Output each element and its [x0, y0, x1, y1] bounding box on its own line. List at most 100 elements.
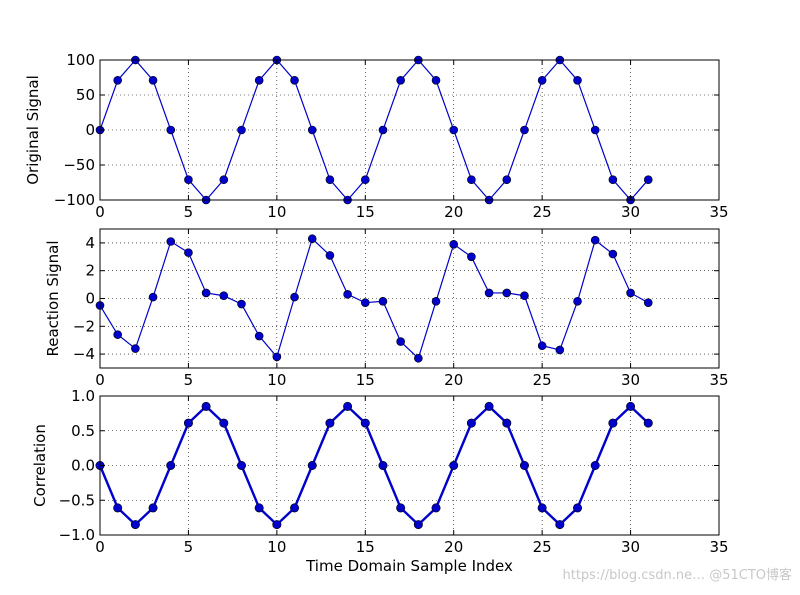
data-point	[378, 125, 388, 135]
data-point	[449, 460, 459, 470]
x-tick-label: 0	[95, 203, 105, 221]
data-point	[467, 252, 476, 262]
data-point	[590, 235, 600, 245]
data-point	[290, 503, 300, 513]
y-tick-label: 1.0	[71, 387, 95, 405]
series-line	[98, 404, 650, 527]
data-point	[290, 292, 299, 302]
x-tick-label: 10	[267, 203, 286, 221]
y-tick-label: −50	[63, 156, 95, 174]
data-point	[520, 125, 529, 135]
data-point	[608, 418, 618, 428]
x-tick-label: 30	[621, 203, 640, 221]
x-tick-label: 30	[621, 538, 640, 556]
series-line	[99, 59, 649, 201]
data-point	[360, 418, 370, 428]
data-point	[608, 249, 618, 259]
x-tick-label: 25	[533, 371, 552, 389]
y-tick-label: 50	[76, 86, 95, 104]
data-point	[254, 76, 264, 85]
data-point	[113, 503, 123, 513]
data-point	[573, 296, 582, 306]
x-tick-label: 0	[95, 371, 105, 389]
data-point	[519, 460, 529, 470]
data-point	[396, 337, 405, 346]
data-point	[166, 237, 176, 246]
data-point	[502, 175, 512, 184]
y-tick-label: 0	[85, 121, 95, 139]
data-point	[466, 418, 476, 428]
data-point	[537, 341, 547, 351]
data-point	[254, 331, 264, 341]
data-point	[148, 76, 158, 85]
data-point	[307, 125, 317, 135]
data-point	[573, 503, 583, 513]
subplot-reaction-signal: 0 5 10 15 20 25 30 35 −4 −2 0 2 4 Reaction Signal	[44, 228, 729, 389]
data-point	[184, 175, 193, 184]
data-point	[555, 520, 565, 530]
data-point	[502, 288, 512, 298]
data-point	[360, 175, 370, 184]
data-point	[520, 291, 529, 301]
data-point	[502, 418, 512, 428]
data-point	[555, 345, 565, 355]
data-point	[378, 296, 388, 306]
x-tick-label: 30	[621, 371, 640, 389]
y-tick-label: 0.0	[71, 457, 95, 475]
data-point	[467, 175, 476, 184]
subplot-correlation: 0 5 10 15 20 25 30 35 −1.0 −0.5 0.0 0.5 1.0 Correlati…	[31, 387, 729, 575]
y-tick-label: 0.5	[71, 422, 95, 440]
data-point	[626, 288, 635, 298]
data-point	[113, 330, 122, 339]
x-tick-label: 10	[267, 538, 286, 556]
x-tick-label: 25	[533, 538, 552, 556]
data-point	[201, 288, 211, 298]
data-point	[290, 76, 299, 85]
data-point	[626, 401, 636, 411]
y-tick-label: −2	[73, 317, 95, 335]
x-tick-label: 10	[267, 371, 286, 389]
data-point	[431, 503, 441, 513]
data-point	[166, 125, 176, 135]
y-tick-label: 0	[85, 290, 95, 308]
x-tick-label: 15	[356, 538, 375, 556]
data-point	[113, 76, 122, 85]
data-point	[166, 460, 176, 470]
x-tick-label: 35	[709, 203, 728, 221]
watermark: https://blog.csdn.ne… @51CTO博客	[562, 568, 792, 583]
y-tick-label: 4	[85, 234, 95, 252]
data-point	[643, 175, 653, 184]
data-point	[307, 460, 317, 470]
data-point	[414, 353, 423, 363]
y-axis-label: Correlation	[31, 424, 49, 507]
data-point	[307, 234, 317, 244]
x-axis-label: Time Domain Sample Index	[305, 557, 513, 575]
series-line	[99, 237, 649, 360]
data-point	[484, 288, 494, 298]
x-tick-label: 15	[356, 371, 375, 389]
data-point	[573, 76, 582, 85]
x-tick-label: 0	[95, 538, 105, 556]
y-tick-label: −100	[54, 191, 95, 209]
data-point	[201, 401, 211, 411]
y-axis-label: Reaction Signal	[44, 241, 62, 357]
y-tick-label: −4	[73, 345, 95, 363]
data-point	[272, 352, 282, 362]
data-point	[272, 520, 282, 530]
y-tick-label: −0.5	[59, 491, 95, 509]
x-tick-label: 5	[184, 203, 194, 221]
x-tick-label: 20	[444, 371, 463, 389]
data-point	[484, 401, 494, 411]
data-point	[148, 292, 158, 302]
data-point	[378, 460, 388, 470]
data-point	[254, 503, 264, 513]
data-point	[590, 460, 600, 470]
data-point	[183, 418, 193, 428]
data-point	[325, 175, 335, 184]
data-point	[184, 248, 193, 257]
data-point	[325, 251, 335, 260]
x-tick-label: 35	[709, 371, 728, 389]
data-point	[325, 418, 335, 428]
data-point	[219, 175, 229, 184]
